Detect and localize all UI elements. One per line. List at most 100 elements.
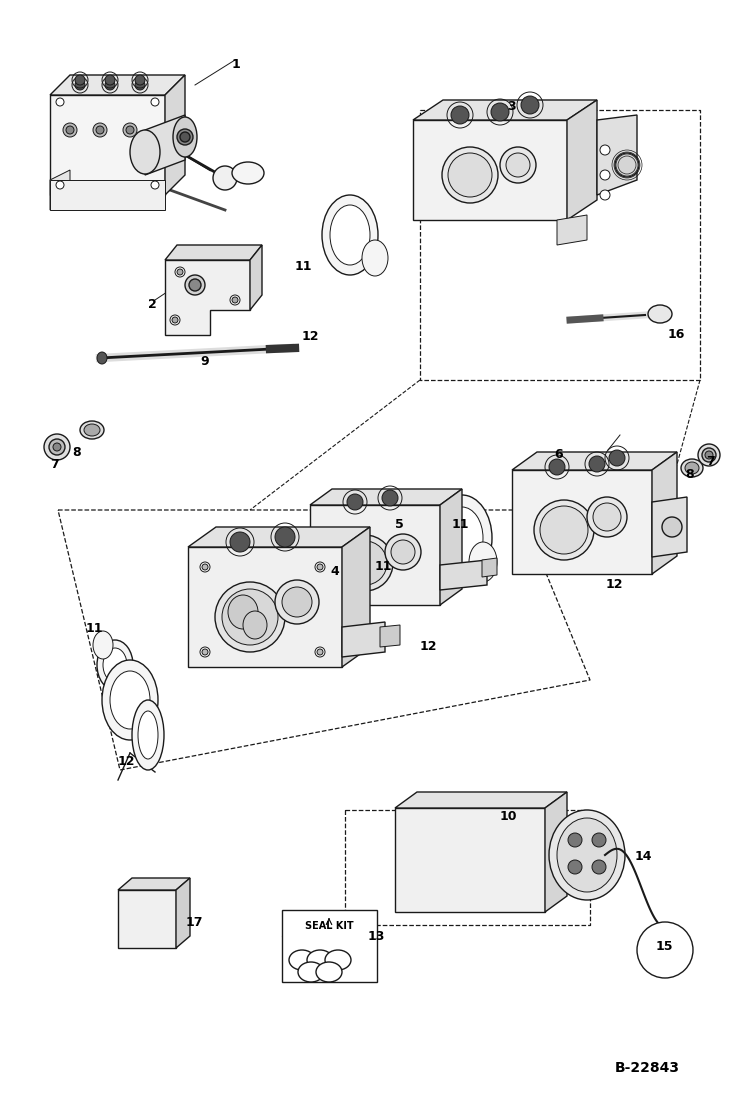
Polygon shape	[482, 558, 497, 577]
Ellipse shape	[84, 425, 100, 436]
Polygon shape	[176, 878, 190, 948]
Circle shape	[637, 921, 693, 979]
Circle shape	[44, 434, 70, 460]
Text: B-22843: B-22843	[615, 1061, 680, 1075]
Circle shape	[63, 123, 77, 137]
Circle shape	[200, 562, 210, 572]
Circle shape	[600, 170, 610, 180]
Polygon shape	[597, 115, 637, 195]
Circle shape	[56, 181, 64, 189]
Ellipse shape	[97, 352, 107, 364]
Circle shape	[705, 451, 713, 459]
Circle shape	[75, 80, 85, 90]
Circle shape	[172, 317, 178, 323]
Circle shape	[347, 494, 363, 510]
Text: 11: 11	[452, 518, 470, 531]
Ellipse shape	[685, 462, 699, 474]
Polygon shape	[413, 120, 567, 220]
Circle shape	[105, 80, 115, 90]
Ellipse shape	[132, 700, 164, 770]
Text: 15: 15	[656, 940, 673, 953]
Polygon shape	[165, 245, 262, 260]
Text: 12: 12	[302, 330, 320, 343]
Circle shape	[491, 103, 509, 121]
Ellipse shape	[362, 240, 388, 276]
Text: SEAL KIT: SEAL KIT	[305, 921, 354, 931]
Ellipse shape	[681, 459, 703, 477]
Polygon shape	[342, 622, 385, 657]
Text: 16: 16	[668, 328, 685, 341]
Ellipse shape	[469, 542, 497, 583]
Polygon shape	[395, 792, 567, 808]
Ellipse shape	[138, 711, 158, 759]
Circle shape	[315, 647, 325, 657]
Ellipse shape	[500, 147, 536, 183]
Ellipse shape	[330, 205, 370, 265]
Circle shape	[96, 126, 104, 134]
Ellipse shape	[130, 131, 160, 174]
Circle shape	[568, 860, 582, 874]
Ellipse shape	[441, 507, 483, 569]
Ellipse shape	[448, 152, 492, 197]
Polygon shape	[440, 559, 487, 590]
Text: 8: 8	[72, 446, 81, 459]
Polygon shape	[50, 95, 165, 195]
Ellipse shape	[316, 962, 342, 982]
Circle shape	[177, 129, 193, 145]
Text: 3: 3	[507, 100, 515, 113]
Ellipse shape	[80, 421, 104, 439]
Polygon shape	[50, 180, 165, 210]
Ellipse shape	[385, 534, 421, 570]
Circle shape	[75, 75, 85, 84]
Circle shape	[317, 649, 323, 655]
Text: 12: 12	[118, 755, 136, 768]
Circle shape	[177, 269, 183, 275]
Circle shape	[600, 190, 610, 200]
Circle shape	[615, 152, 639, 177]
Ellipse shape	[557, 818, 617, 892]
Circle shape	[521, 97, 539, 114]
Circle shape	[170, 315, 180, 325]
Circle shape	[600, 145, 610, 155]
Circle shape	[232, 297, 238, 303]
Ellipse shape	[103, 648, 127, 682]
Circle shape	[185, 275, 205, 295]
Text: 12: 12	[420, 640, 437, 653]
Text: 6: 6	[554, 448, 562, 461]
Circle shape	[202, 564, 208, 570]
Circle shape	[568, 833, 582, 847]
Text: 8: 8	[685, 468, 694, 480]
Polygon shape	[395, 808, 545, 912]
Ellipse shape	[243, 611, 267, 638]
Polygon shape	[557, 215, 587, 245]
Text: 10: 10	[500, 810, 518, 823]
Ellipse shape	[215, 583, 285, 652]
Polygon shape	[512, 470, 652, 574]
Polygon shape	[310, 489, 462, 505]
Polygon shape	[652, 497, 687, 557]
Ellipse shape	[549, 810, 625, 900]
Ellipse shape	[432, 495, 492, 581]
Ellipse shape	[289, 950, 315, 970]
Circle shape	[451, 106, 469, 124]
Text: 11: 11	[295, 260, 312, 273]
Ellipse shape	[228, 595, 258, 629]
Ellipse shape	[222, 589, 278, 645]
Ellipse shape	[322, 195, 378, 275]
Circle shape	[589, 456, 605, 472]
Circle shape	[698, 444, 720, 466]
Ellipse shape	[587, 497, 627, 538]
Ellipse shape	[102, 660, 158, 740]
Polygon shape	[512, 452, 677, 470]
Circle shape	[200, 647, 210, 657]
Circle shape	[592, 833, 606, 847]
Ellipse shape	[337, 535, 393, 591]
Bar	[282, 911, 377, 982]
Circle shape	[93, 123, 107, 137]
Circle shape	[315, 562, 325, 572]
Circle shape	[202, 649, 208, 655]
Circle shape	[189, 279, 201, 291]
Polygon shape	[310, 505, 440, 606]
Text: 7: 7	[706, 455, 715, 468]
Circle shape	[230, 295, 240, 305]
